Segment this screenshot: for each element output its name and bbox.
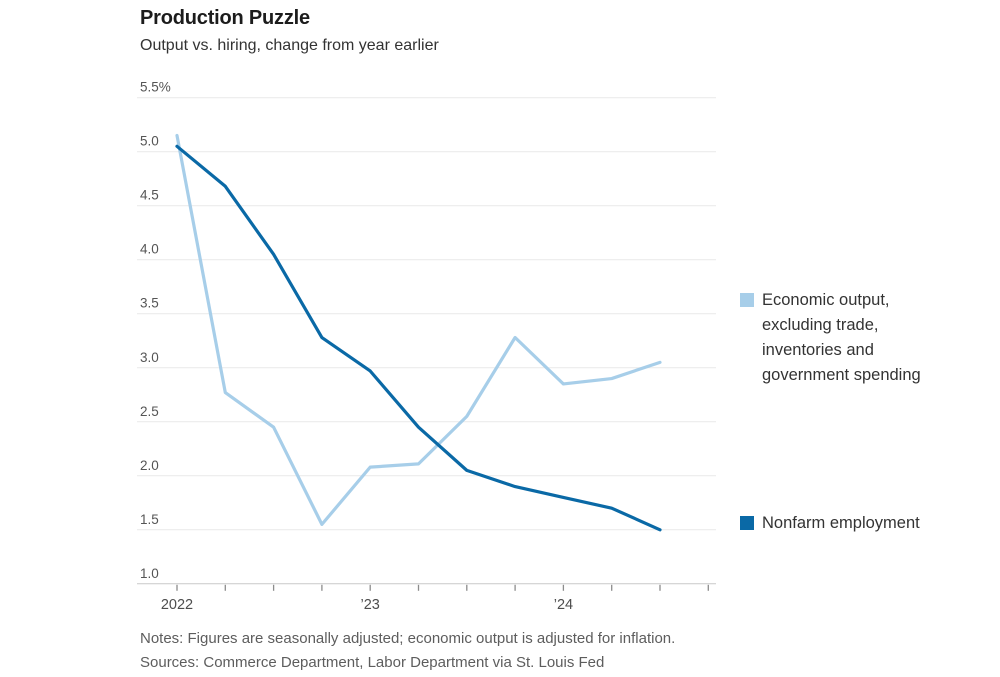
y-axis-tick-label: 3.0 [140, 350, 159, 365]
y-axis-tick-label: 5.0 [140, 134, 159, 149]
legend-label-economic-output: Economic output, excluding trade, invent… [762, 291, 921, 384]
y-axis-tick-label: 4.0 [140, 242, 159, 257]
y-axis-tick-label: 4.5 [140, 188, 159, 203]
y-axis-tick-label: 1.5 [140, 512, 159, 527]
y-axis-tick-label: 2.0 [140, 458, 159, 473]
y-axis-tick-label: 3.5 [140, 296, 159, 311]
legend-swatch-economic-output [740, 293, 754, 307]
y-axis-tick-label: 5.5% [140, 80, 171, 95]
series-line-nonfarm-employment [175, 144, 662, 532]
series-line-economic-output [175, 133, 662, 526]
legend-item-economic-output: Economic output, excluding trade, invent… [740, 288, 942, 388]
x-axis-tick-label: ’24 [554, 597, 573, 613]
y-axis-tick-label: 2.5 [140, 404, 159, 419]
chart-subtitle: Output vs. hiring, change from year earl… [140, 37, 439, 54]
chart-sources: Sources: Commerce Department, Labor Depa… [140, 654, 605, 671]
chart-notes: Notes: Figures are seasonally adjusted; … [140, 630, 676, 647]
y-axis-tick-label: 1.0 [140, 566, 159, 581]
legend-label-nonfarm-employment: Nonfarm employment [762, 514, 920, 532]
x-axis-tick-label: ’23 [361, 597, 380, 613]
x-axis-tick-label: 2022 [161, 597, 193, 613]
legend-swatch-nonfarm-employment [740, 516, 754, 530]
legend-item-nonfarm-employment: Nonfarm employment [740, 511, 942, 536]
chart-title: Production Puzzle [140, 7, 310, 29]
